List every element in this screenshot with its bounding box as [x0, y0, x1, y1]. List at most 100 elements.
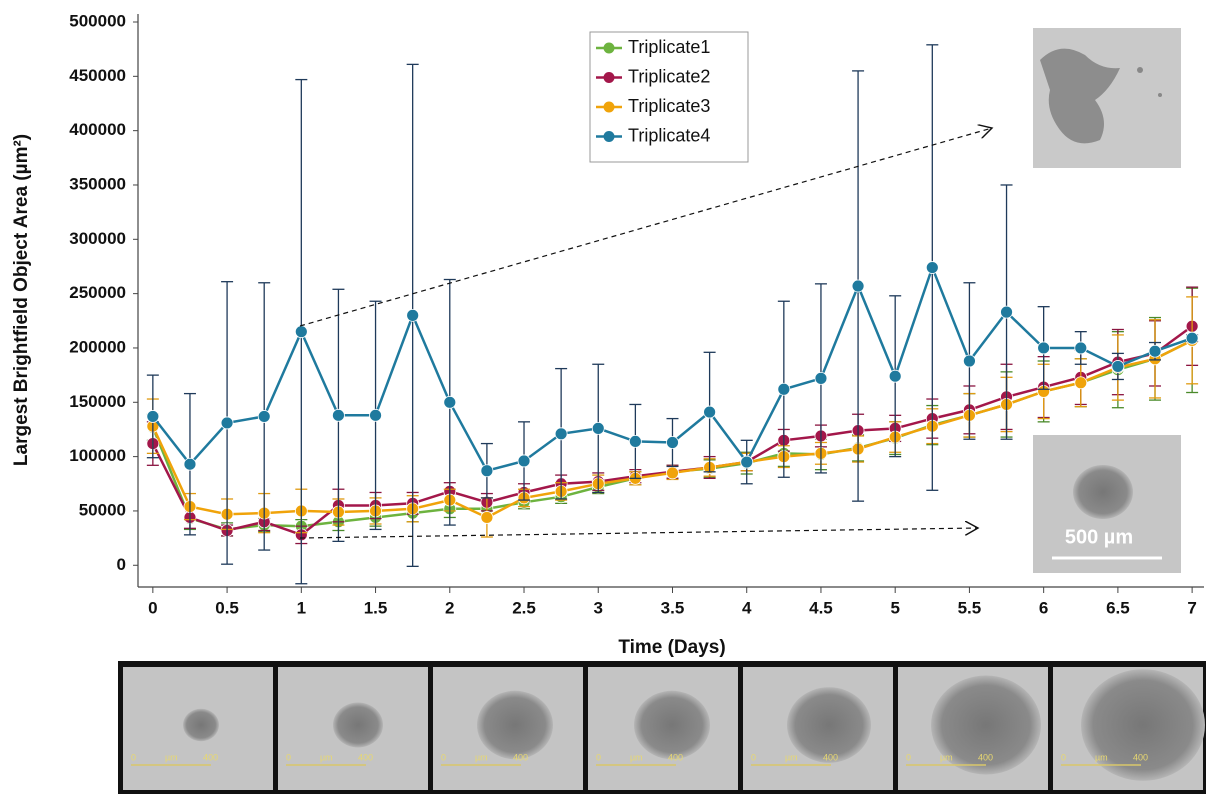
x-tick-label: 2.5	[512, 598, 536, 617]
inset-image: 500 µm	[1033, 435, 1181, 573]
y-tick-label: 200000	[69, 337, 126, 356]
scale-end: 400	[1133, 752, 1148, 762]
data-point	[481, 465, 493, 477]
y-tick-label: 50000	[79, 500, 126, 519]
y-tick-label: 250000	[69, 283, 126, 302]
x-tick-label: 0	[148, 598, 157, 617]
micrograph-strip: 0 µm 400 0 µm 400 0 µm 400 0 µm 400 0 µm 400 0 µm 400 0 µm 4…	[118, 661, 1206, 794]
spheroid	[634, 691, 710, 759]
data-point	[629, 435, 641, 447]
spheroid	[183, 709, 219, 741]
legend-swatch	[604, 43, 615, 54]
scale-start: 0	[751, 752, 756, 762]
scale-unit: µm	[320, 752, 333, 762]
legend-swatch	[604, 72, 615, 83]
data-point	[592, 422, 604, 434]
data-point	[1149, 345, 1161, 357]
spheroid	[333, 703, 383, 748]
data-point	[704, 406, 716, 418]
data-point	[407, 309, 419, 321]
data-point	[778, 383, 790, 395]
data-point	[370, 409, 382, 421]
scale-start: 0	[286, 752, 291, 762]
scale-unit: µm	[165, 752, 178, 762]
y-tick-label: 350000	[69, 174, 126, 193]
data-point	[1075, 342, 1087, 354]
inset-image	[1033, 28, 1181, 168]
y-tick-label: 500000	[69, 11, 126, 30]
data-point	[1186, 332, 1198, 344]
data-point	[926, 262, 938, 274]
x-tick-label: 0.5	[215, 598, 239, 617]
scale-start: 0	[906, 752, 911, 762]
spheroid	[1081, 669, 1205, 781]
x-tick-label: 4	[742, 598, 752, 617]
data-point	[221, 417, 233, 429]
data-point	[889, 370, 901, 382]
y-tick-label: 100000	[69, 446, 126, 465]
data-point	[666, 467, 678, 479]
legend-label: Triplicate2	[628, 66, 710, 86]
scale-end: 400	[358, 752, 373, 762]
x-tick-label: 1	[297, 598, 306, 617]
legend: Triplicate1 Triplicate2 Triplicate3 Triplic…	[590, 32, 748, 162]
scale-unit: µm	[475, 752, 488, 762]
scale-unit: µm	[1095, 752, 1108, 762]
y-tick-label: 450000	[69, 66, 126, 85]
y-tick-label: 0	[117, 555, 126, 574]
x-tick-label: 5	[890, 598, 899, 617]
data-point	[1075, 377, 1087, 389]
data-point	[852, 280, 864, 292]
x-tick-label: 1.5	[364, 598, 388, 617]
y-tick-label: 150000	[69, 392, 126, 411]
data-point	[963, 355, 975, 367]
data-point	[741, 456, 753, 468]
x-tick-label: 3.5	[661, 598, 685, 617]
legend-swatch	[604, 102, 615, 113]
scale-bar-label: 500 µm	[1065, 526, 1133, 548]
data-point	[332, 409, 344, 421]
data-point	[258, 410, 270, 422]
scale-unit: µm	[940, 752, 953, 762]
legend-swatch	[604, 131, 615, 142]
legend-label: Triplicate1	[628, 37, 710, 57]
legend-label: Triplicate3	[628, 96, 710, 116]
legend-label: Triplicate4	[628, 125, 710, 145]
scale-start: 0	[131, 752, 136, 762]
scale-end: 400	[823, 752, 838, 762]
scale-start: 0	[596, 752, 601, 762]
data-point	[666, 436, 678, 448]
scale-unit: µm	[630, 752, 643, 762]
data-point	[1112, 360, 1124, 372]
spheroid	[477, 691, 553, 759]
x-tick-label: 7	[1187, 598, 1196, 617]
data-point	[1038, 342, 1050, 354]
y-axis-title: Largest Brightfield Object Area (µm²)	[11, 134, 32, 466]
data-point	[184, 458, 196, 470]
data-point	[481, 511, 493, 523]
scale-end: 400	[668, 752, 683, 762]
scale-start: 0	[1061, 752, 1066, 762]
plot-area: 0500001000001500002000002500003000003500…	[11, 11, 1204, 658]
x-tick-label: 6.5	[1106, 598, 1130, 617]
y-tick-label: 400000	[69, 120, 126, 139]
x-axis-title: Time (Days)	[618, 637, 725, 658]
scale-start: 0	[441, 752, 446, 762]
annotation-arrow	[300, 528, 978, 538]
x-tick-label: 5.5	[958, 598, 982, 617]
data-point	[444, 396, 456, 408]
data-point	[518, 455, 530, 467]
data-point	[295, 326, 307, 338]
scale-end: 400	[978, 752, 993, 762]
y-tick-label: 300000	[69, 229, 126, 248]
scale-unit: µm	[785, 752, 798, 762]
x-tick-label: 2	[445, 598, 454, 617]
x-tick-label: 4.5	[809, 598, 833, 617]
data-point	[147, 410, 159, 422]
figure: 0500001000001500002000002500003000003500…	[0, 0, 1206, 794]
data-point	[1001, 306, 1013, 318]
x-tick-label: 3	[594, 598, 603, 617]
scale-end: 400	[203, 752, 218, 762]
x-tick-label: 6	[1039, 598, 1048, 617]
scale-end: 400	[513, 752, 528, 762]
